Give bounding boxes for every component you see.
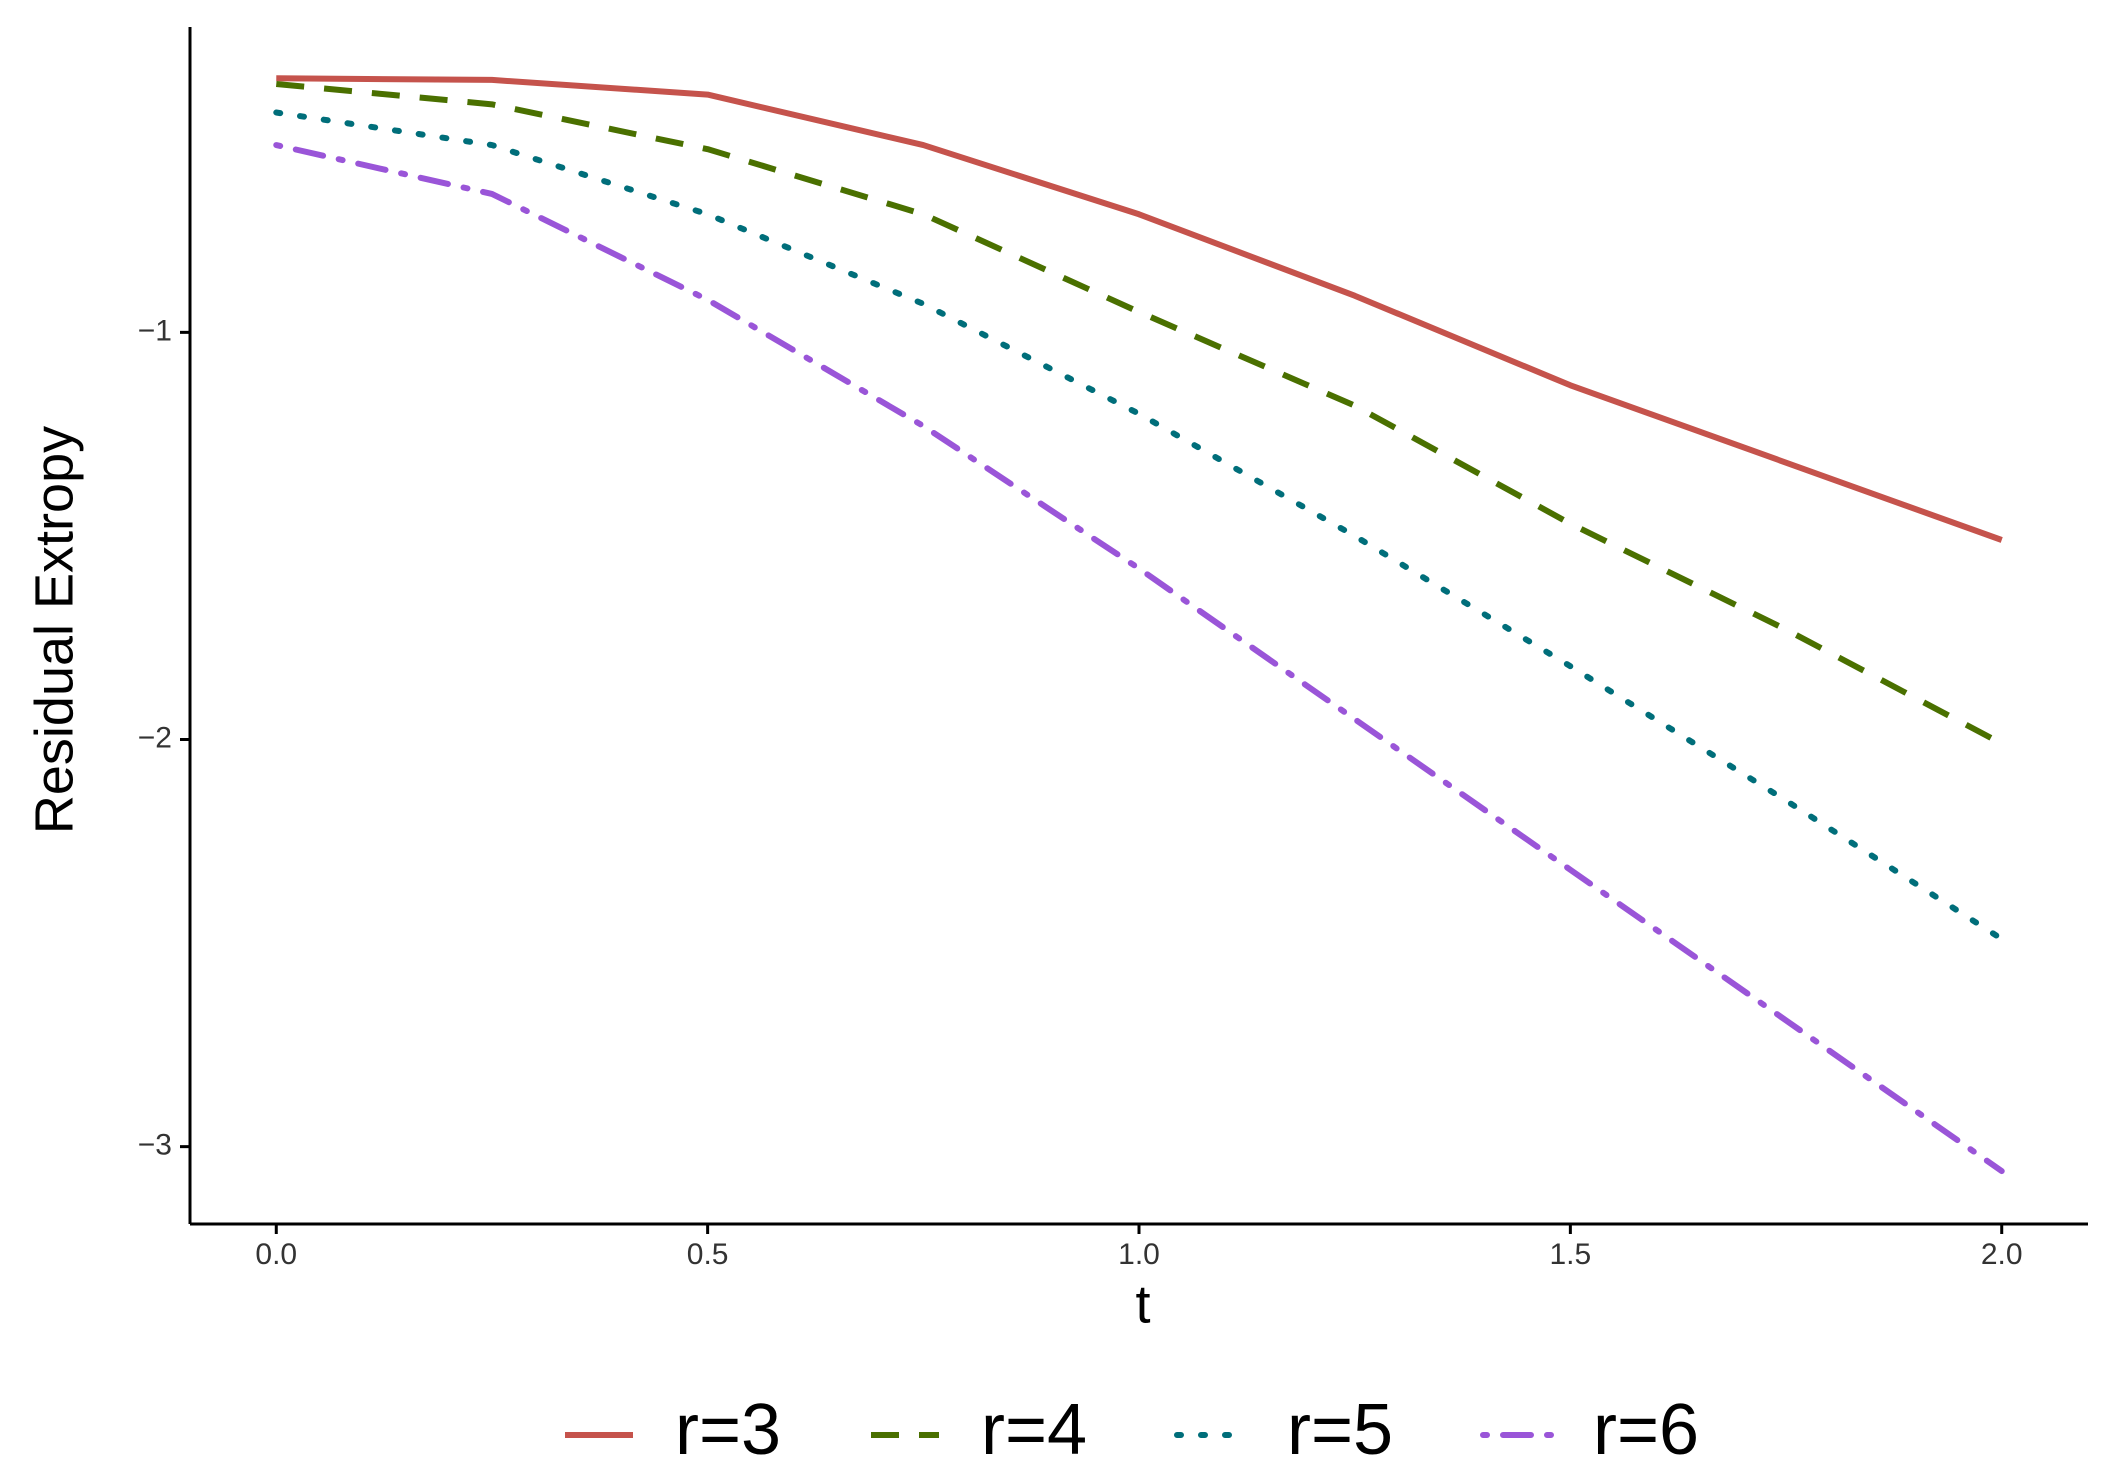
x-tick-label: 2.0 bbox=[1981, 1238, 2023, 1271]
x-tick-label: 0.5 bbox=[687, 1238, 729, 1271]
series-line bbox=[273, 142, 2005, 1175]
y-axis-label: Residual Extropy bbox=[24, 426, 84, 834]
x-tick-label: 0.0 bbox=[255, 1238, 297, 1271]
series-line bbox=[275, 81, 2004, 747]
legend-label: r=3 bbox=[675, 1390, 781, 1470]
y-tick-label: −3 bbox=[138, 1129, 172, 1162]
legend-label: r=6 bbox=[1593, 1390, 1699, 1470]
series-line bbox=[276, 75, 2003, 543]
series-line bbox=[273, 109, 2005, 942]
legend-label: r=4 bbox=[981, 1390, 1087, 1470]
y-tick-label: −2 bbox=[138, 721, 172, 754]
x-tick-label: 1.0 bbox=[1118, 1238, 1160, 1271]
y-tick-label: −1 bbox=[138, 314, 172, 347]
x-tick-label: 1.5 bbox=[1550, 1238, 1592, 1271]
x-axis-label: t bbox=[1135, 1274, 1150, 1334]
legend-label: r=5 bbox=[1287, 1390, 1393, 1470]
